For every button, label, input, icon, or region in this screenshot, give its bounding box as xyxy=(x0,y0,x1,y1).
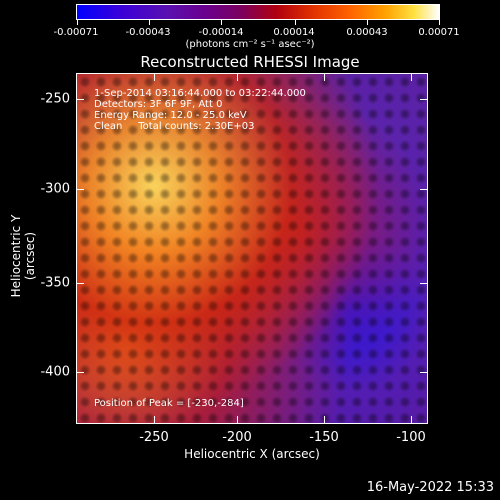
y-tick xyxy=(76,283,84,284)
x-tick-label: -200 xyxy=(222,430,252,445)
x-tick xyxy=(237,416,238,424)
y-tick xyxy=(420,283,428,284)
x-tick xyxy=(411,416,412,424)
x-tick xyxy=(237,73,238,81)
plot-title: Reconstructed RHESSI Image xyxy=(140,53,360,71)
y-tick-label: -300 xyxy=(40,181,70,197)
y-tick xyxy=(420,99,428,100)
colorbar-label: 0.00043 xyxy=(346,27,388,38)
colorbar-label: -0.00014 xyxy=(198,27,244,38)
y-tick xyxy=(76,372,84,373)
colorbar-tick xyxy=(221,20,222,25)
colorbar-tick xyxy=(149,20,150,25)
info-time-range: 1-Sep-2014 03:16:44.000 to 03:22:44.000 xyxy=(94,88,306,99)
y-axis-title: Heliocentric Y (arcsec) xyxy=(9,214,37,298)
colorbar-label: -0.00071 xyxy=(53,27,99,38)
y-tick-label: -350 xyxy=(40,275,70,291)
colorbar-tick xyxy=(439,20,440,25)
colorbar-label: 0.00071 xyxy=(418,27,460,38)
x-tick-label: -250 xyxy=(139,430,169,445)
colorbar-label: -0.00043 xyxy=(125,27,171,38)
colorbar-tick xyxy=(295,20,296,25)
x-tick xyxy=(154,73,155,81)
y-tick xyxy=(420,372,428,373)
y-tick xyxy=(76,99,84,100)
x-tick-label: -100 xyxy=(396,430,426,445)
reconstructed-image xyxy=(76,73,428,424)
y-tick xyxy=(76,189,84,190)
info-energy-range: Energy Range: 12.0 - 25.0 keV xyxy=(94,110,247,121)
colorbar-tick xyxy=(77,20,78,25)
x-tick xyxy=(411,73,412,81)
colorbar-tick xyxy=(367,20,368,25)
y-tick xyxy=(420,189,428,190)
y-tick-label: -400 xyxy=(40,364,70,380)
x-tick xyxy=(324,416,325,424)
info-counts: Clean Total counts: 2.30E+03 xyxy=(94,121,255,132)
colorbar-units: (photons cm⁻² s⁻¹ asec⁻²) xyxy=(185,39,315,50)
colorbar xyxy=(76,4,440,25)
x-tick xyxy=(324,73,325,81)
y-tick-label: -250 xyxy=(40,91,70,107)
timestamp: 16-May-2022 15:33 xyxy=(366,480,494,495)
peak-position: Position of Peak = [-230,-284] xyxy=(94,398,244,409)
info-detectors: Detectors: 3F 6F 9F, Att 0 xyxy=(94,99,223,110)
colorbar-label: 0.00014 xyxy=(273,27,315,38)
x-tick-label: -150 xyxy=(309,430,339,445)
x-tick xyxy=(154,416,155,424)
x-axis-title: Heliocentric X (arcsec) xyxy=(184,447,320,461)
